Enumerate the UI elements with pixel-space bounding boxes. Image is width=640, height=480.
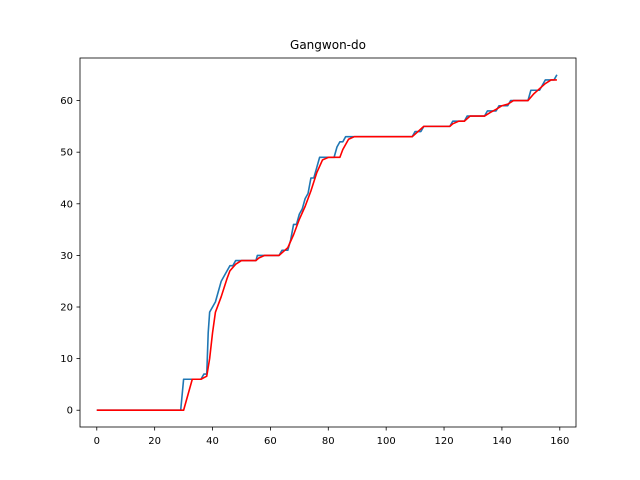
- x-tick-label: 60: [264, 436, 277, 447]
- series-line-2: [96, 79, 557, 412]
- y-tick-label: 30: [60, 251, 73, 262]
- x-tick-label: 140: [492, 436, 511, 447]
- x-tick-label: 120: [434, 436, 453, 447]
- y-tick-label: 40: [60, 199, 73, 210]
- y-tick-label: 0: [67, 406, 73, 417]
- chart-title: Gangwon-do: [290, 38, 366, 52]
- x-axis-ticks: 0 20 40 60 80 100 120 140 160: [94, 427, 569, 447]
- y-axis-ticks: 0 10 20 30 40 50 60: [60, 96, 80, 417]
- x-tick-label: 40: [206, 436, 219, 447]
- x-tick-label: 100: [377, 436, 396, 447]
- x-tick-label: 80: [322, 436, 335, 447]
- y-tick-label: 60: [60, 96, 73, 107]
- axes-frame: [79, 57, 577, 428]
- y-tick-label: 10: [60, 354, 73, 365]
- x-tick-label: 20: [148, 436, 161, 447]
- x-tick-label: 160: [550, 436, 569, 447]
- y-tick-label: 50: [60, 148, 73, 159]
- x-tick-label: 0: [94, 436, 100, 447]
- plot-lines: [96, 74, 558, 412]
- series-line-1: [96, 74, 558, 412]
- y-tick-label: 20: [60, 303, 73, 314]
